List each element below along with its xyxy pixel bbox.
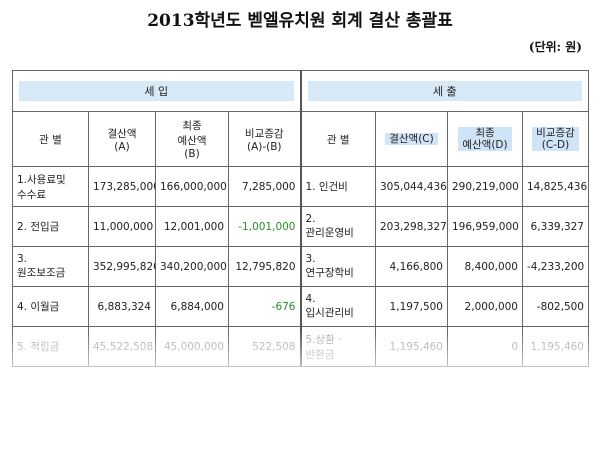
column-header: 비교증감 (C-D) bbox=[522, 111, 589, 167]
amount-cell: 166,000,000 bbox=[155, 166, 229, 207]
amount-cell: 6,883,324 bbox=[88, 286, 156, 327]
amount-cell: -802,500 bbox=[522, 286, 589, 327]
amount-cell: 4,166,800 bbox=[375, 246, 448, 287]
category-cell: 1. 인건비 bbox=[299, 166, 376, 207]
amount-cell: 1,197,500 bbox=[375, 286, 448, 327]
column-header: 최종 예산액(D) bbox=[447, 111, 523, 167]
amount-cell: 8,400,000 bbox=[447, 246, 523, 287]
amount-cell: 305,044,436 bbox=[375, 166, 448, 207]
category-cell: 4. 입시관리비 bbox=[299, 286, 376, 327]
column-label: 결산액 (A) bbox=[107, 127, 137, 153]
column-label: 최종 예산액 (B) bbox=[177, 120, 207, 160]
category-cell: 1.사용료및 수수료 bbox=[12, 166, 89, 207]
column-label: 관 별 bbox=[39, 133, 62, 146]
amount-cell: 173,285,000 bbox=[88, 166, 156, 207]
column-label: 최종 예산액(D) bbox=[458, 126, 512, 152]
data-row: 2. 전입금 11,000,000 12,001,000 -1,001,000 2. 관… bbox=[12, 206, 589, 247]
data-row: 4. 이월금 6,883,324 6,884,000 -676 4. 입시관리비 1,19… bbox=[12, 286, 589, 327]
category-cell: 3. 원조보조금 bbox=[12, 246, 89, 287]
amount-cell: 6,339,327 bbox=[522, 206, 589, 247]
amount-cell: 522,508 bbox=[228, 326, 301, 367]
amount-cell: 203,298,327 bbox=[375, 206, 448, 247]
column-label: 비교증감 (C-D) bbox=[532, 126, 579, 152]
section-cell: 세 입 bbox=[12, 70, 301, 112]
amount-cell: 352,995,820 bbox=[88, 246, 156, 287]
column-label: 관 별 bbox=[326, 133, 350, 146]
amount-cell: -1,001,000 bbox=[228, 206, 301, 247]
amount-cell: -676 bbox=[228, 286, 301, 327]
unit-note: (단위: 원) bbox=[528, 40, 582, 54]
amount-cell: 45,000,000 bbox=[155, 326, 229, 367]
amount-cell: 11,000,000 bbox=[88, 206, 156, 247]
amount-cell: 14,825,436 bbox=[522, 166, 589, 207]
amount-cell: 290,219,000 bbox=[447, 166, 523, 207]
section-cell: 세 출 bbox=[299, 70, 589, 112]
category-cell: 4. 이월금 bbox=[12, 286, 89, 327]
amount-cell: 1,195,460 bbox=[375, 326, 448, 367]
data-row: 3. 원조보조금 352,995,820 340,200,000 12,795,820… bbox=[12, 246, 589, 287]
column-header: 관 별 bbox=[299, 111, 376, 167]
category-cell: 5. 적립금 bbox=[12, 326, 89, 367]
category-cell: 3. 연구장학비 bbox=[299, 246, 376, 287]
column-header: 결산액 (A) bbox=[88, 111, 156, 167]
amount-cell: 7,285,000 bbox=[228, 166, 301, 207]
column-header: 관 별 bbox=[12, 111, 89, 167]
category-cell: 5.상환 · 반환금 bbox=[299, 326, 376, 367]
header-row: 관 별 결산액 (A) 최종 예산액 (B) 비교증감 (A)-(B) 관 별 결산액(C… bbox=[12, 111, 589, 167]
title: 2013학년도 벧엘유치원 회계 결산 총괄표 bbox=[147, 11, 453, 31]
amount-cell: 0 bbox=[447, 326, 523, 367]
amount-cell: 12,001,000 bbox=[155, 206, 229, 247]
amount-cell: 1,195,460 bbox=[522, 326, 589, 367]
amount-cell: 45,522,508 bbox=[88, 326, 156, 367]
column-label: 비교증감 (A)-(B) bbox=[244, 127, 284, 153]
amount-cell: 2,000,000 bbox=[447, 286, 523, 327]
section-label: 세 출 bbox=[307, 81, 582, 101]
data-row: 5. 적립금 45,522,508 45,000,000 522,508 5.상환 · … bbox=[12, 326, 589, 367]
column-header: 결산액(C) bbox=[375, 111, 448, 167]
category-cell: 2. 전입금 bbox=[12, 206, 89, 247]
data-row: 1.사용료및 수수료 173,285,000 166,000,000 7,285,00… bbox=[12, 166, 589, 207]
column-header: 비교증감 (A)-(B) bbox=[228, 111, 301, 167]
column-label: 결산액(C) bbox=[385, 132, 438, 146]
amount-cell: 12,795,820 bbox=[228, 246, 301, 287]
amount-cell: 196,959,000 bbox=[447, 206, 523, 247]
amount-cell: 6,884,000 bbox=[155, 286, 229, 327]
section-label: 세 입 bbox=[19, 81, 294, 101]
category-cell: 2. 관리운영비 bbox=[299, 206, 376, 247]
column-header: 최종 예산액 (B) bbox=[155, 111, 229, 167]
amount-cell: 340,200,000 bbox=[155, 246, 229, 287]
amount-cell: -4,233,200 bbox=[522, 246, 589, 287]
